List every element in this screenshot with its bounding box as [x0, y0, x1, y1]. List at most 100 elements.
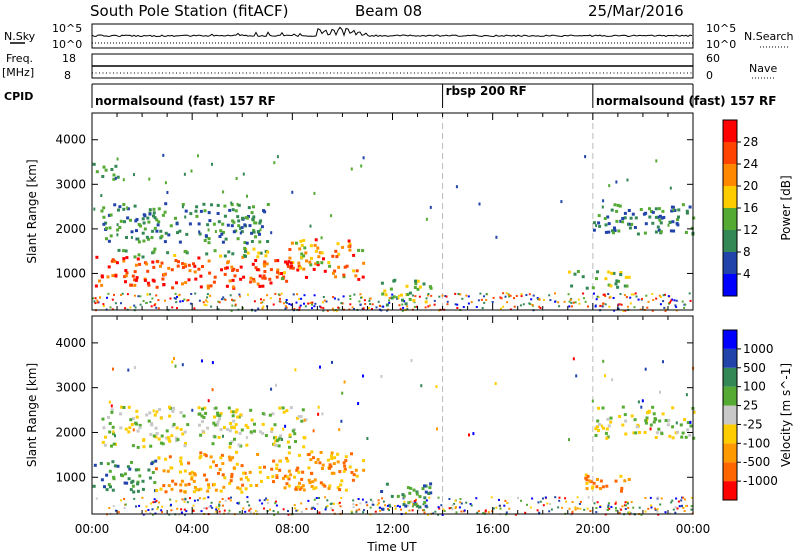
data-cell [159, 416, 163, 420]
data-cell [218, 510, 221, 513]
data-cell [412, 299, 416, 302]
data-cell [646, 411, 649, 415]
data-cell [414, 282, 418, 286]
data-cell [389, 287, 393, 291]
data-cell [381, 497, 384, 500]
data-cell [363, 299, 366, 302]
colorbar-swatch [723, 120, 737, 142]
data-cell [608, 184, 611, 188]
data-cell [612, 231, 615, 235]
data-cell [599, 506, 602, 508]
data-cell [107, 416, 110, 419]
data-cell [330, 507, 333, 510]
data-cell [296, 485, 300, 489]
data-cell [235, 408, 239, 412]
data-cell [187, 263, 191, 267]
data-cell [193, 270, 197, 274]
data-cell [334, 249, 338, 253]
data-cell [272, 442, 276, 446]
data-cell [638, 506, 641, 509]
data-cell [199, 451, 203, 455]
data-cell [222, 296, 225, 299]
data-cell [131, 484, 135, 488]
data-cell [257, 307, 260, 310]
data-cell [584, 300, 587, 303]
colorbar-swatch [723, 274, 737, 296]
data-cell [203, 239, 207, 242]
data-cell [124, 503, 127, 506]
colorbar-tick-label: -1000 [743, 474, 778, 488]
data-cell [252, 205, 255, 209]
data-cell [572, 301, 575, 304]
data-cell [120, 499, 123, 502]
data-cell [254, 266, 258, 270]
data-cell [239, 277, 243, 281]
data-cell [291, 429, 295, 433]
data-cell [133, 304, 136, 307]
data-cell [123, 220, 126, 224]
data-cell [414, 501, 417, 504]
data-cell [508, 295, 511, 298]
data-cell [284, 305, 287, 308]
data-cell [92, 484, 96, 488]
data-cell [309, 458, 313, 462]
data-cell [640, 513, 643, 516]
data-cell [664, 293, 666, 296]
data-cell [405, 284, 409, 288]
data-cell [244, 487, 248, 491]
data-cell [317, 405, 320, 409]
data-cell [623, 479, 627, 483]
data-cell [459, 293, 462, 296]
data-cell [249, 276, 253, 280]
data-cell [303, 418, 306, 422]
data-cell [229, 499, 232, 502]
data-cell [141, 255, 145, 259]
data-cell [248, 470, 252, 474]
data-cell [550, 508, 553, 511]
data-cell [157, 456, 161, 460]
data-cell [202, 202, 206, 206]
data-cell [149, 301, 152, 303]
data-cell [248, 224, 252, 228]
data-cell [423, 500, 427, 504]
data-cell [164, 181, 167, 185]
data-cell [171, 306, 174, 309]
data-cell [623, 294, 626, 297]
data-cell [376, 503, 379, 506]
data-cell [649, 496, 652, 499]
data-cell [169, 466, 173, 470]
data-cell [120, 294, 122, 296]
data-cell [112, 432, 115, 436]
data-cell [357, 277, 361, 281]
data-cell [142, 213, 146, 217]
data-cell [610, 208, 614, 212]
data-cell [652, 299, 655, 301]
data-cell [598, 224, 602, 228]
data-cell [574, 301, 577, 304]
data-cell [454, 499, 457, 502]
data-cell [692, 410, 696, 414]
data-cell [111, 488, 115, 492]
data-cell [268, 277, 272, 281]
data-cell [95, 497, 98, 500]
data-cell [278, 272, 282, 276]
data-cell [125, 481, 129, 485]
data-cell [429, 205, 432, 209]
data-cell [314, 486, 318, 490]
data-cell [244, 254, 247, 258]
data-cell [139, 303, 142, 306]
data-cell [538, 511, 541, 514]
data-cell [571, 501, 574, 503]
data-cell [610, 271, 614, 275]
data-cell [240, 428, 244, 432]
data-cell [227, 512, 230, 515]
data-cell [231, 252, 235, 256]
data-cell [246, 426, 250, 429]
y-tick-label: 1000 [55, 266, 86, 280]
data-cell [197, 154, 199, 158]
data-cell [624, 432, 628, 436]
data-cell [269, 268, 273, 272]
data-cell [108, 430, 112, 434]
data-cell [288, 256, 292, 260]
data-cell [467, 302, 470, 305]
